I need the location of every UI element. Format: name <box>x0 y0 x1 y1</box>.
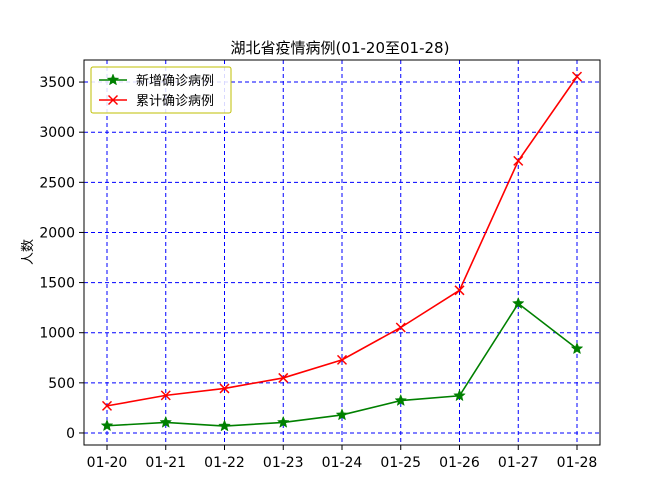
y-tick-label: 3000 <box>39 125 75 141</box>
x-tick-label: 01-27 <box>498 455 539 471</box>
data-point <box>278 372 289 383</box>
chart-title: 湖北省疫情病例(01-20至01-28) <box>231 39 450 57</box>
marker-stroke <box>101 400 113 411</box>
marker-stroke <box>336 354 348 365</box>
x-tick-label: 01-22 <box>204 455 245 471</box>
grid <box>84 60 600 445</box>
data-point <box>100 419 114 432</box>
x-tick-label: 01-21 <box>145 455 186 471</box>
data-point <box>570 342 584 355</box>
y-tick-label: 1500 <box>39 276 75 292</box>
marker-stroke <box>107 94 119 106</box>
data-point <box>571 71 583 82</box>
legend-box <box>90 66 232 114</box>
marker-stroke <box>219 383 230 394</box>
series-layer <box>100 71 584 432</box>
legend-label: 新增确诊病例 <box>136 73 214 89</box>
legend-marker <box>106 73 120 86</box>
data-point <box>395 322 406 333</box>
data-point <box>101 400 113 411</box>
legend-label: 累计确诊病例 <box>136 94 214 109</box>
marker-stroke <box>454 285 465 296</box>
marker-stroke <box>571 71 583 82</box>
y-tick-label: 2000 <box>39 225 75 241</box>
x-tick-label: 01-26 <box>439 455 480 471</box>
data-point <box>454 285 465 296</box>
data-point <box>511 296 525 309</box>
data-point <box>159 415 173 428</box>
x-tick-label: 01-20 <box>87 455 128 471</box>
y-tick-label: 0 <box>66 426 75 442</box>
x-tick-label: 01-25 <box>380 455 421 471</box>
data-point <box>218 419 231 432</box>
x-tick-label: 01-23 <box>263 455 304 471</box>
data-point <box>513 155 524 166</box>
data-point <box>335 408 349 421</box>
marker-stroke <box>160 390 171 401</box>
series-star <box>100 296 584 432</box>
legend-item: 累计确诊病例 <box>99 94 214 109</box>
marker-stroke <box>513 155 524 166</box>
legend-item: 新增确诊病例 <box>99 73 214 89</box>
y-tick-label: 1000 <box>39 326 75 342</box>
y-tick-label: 3500 <box>39 75 75 91</box>
legend-marker <box>107 94 119 106</box>
x-tick-label: 01-28 <box>557 455 598 471</box>
y-tick-label: 2500 <box>39 175 75 191</box>
data-point <box>336 354 348 365</box>
series-x <box>101 71 583 411</box>
marker-stroke <box>395 322 406 333</box>
data-point <box>219 383 230 394</box>
data-point <box>276 415 290 428</box>
data-point <box>394 393 408 406</box>
x-tick-label: 01-24 <box>322 455 363 471</box>
axis-ticks: 01-20 01-21 01-22 01-23 01-24 01-25 01-26 01-27… <box>39 75 597 471</box>
data-point <box>160 390 171 401</box>
marker-stroke <box>278 372 289 383</box>
y-tick-label: 500 <box>48 376 75 392</box>
data-point <box>453 389 466 402</box>
y-axis-label: 人数 <box>21 239 36 265</box>
